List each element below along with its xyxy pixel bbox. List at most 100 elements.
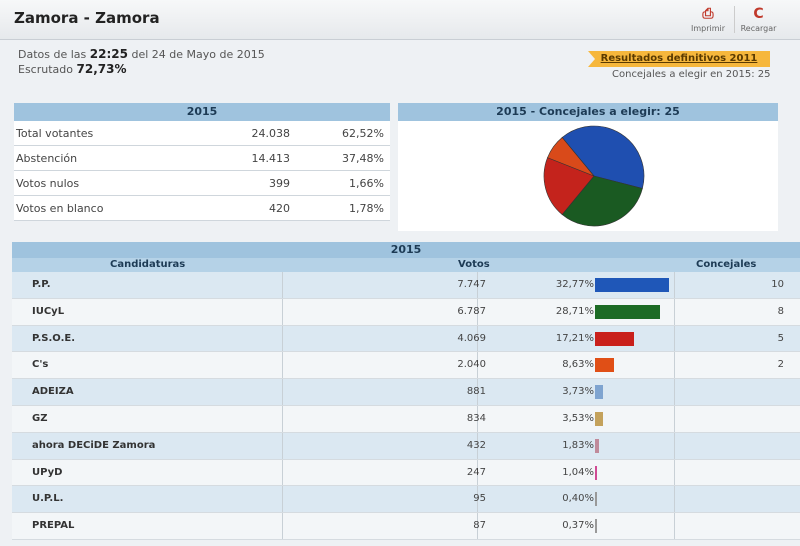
summary-label: Votos en blanco bbox=[16, 202, 104, 215]
datos-date: del 24 de Mayo de 2015 bbox=[131, 48, 265, 61]
column-divider bbox=[282, 486, 283, 513]
column-divider bbox=[477, 325, 478, 352]
party-pct: 28,71% bbox=[555, 305, 594, 317]
party-name: GZ bbox=[32, 412, 48, 424]
concejales-a-elegir: Concejales a elegir en 2015: 25 bbox=[612, 69, 771, 80]
summary-label: Total votantes bbox=[16, 127, 94, 140]
party-votes: 881 bbox=[466, 386, 486, 398]
party-pct: 8,63% bbox=[562, 359, 594, 371]
column-divider bbox=[674, 405, 675, 432]
page-title: Zamora - Zamora bbox=[14, 9, 160, 27]
escrutado-label: Escrutado bbox=[18, 63, 73, 76]
party-votes: 87 bbox=[473, 520, 486, 532]
results-title: 2015 bbox=[12, 242, 800, 258]
summary-label: Abstención bbox=[16, 152, 78, 165]
summary-row: Votos en blanco 420 1,78% bbox=[14, 196, 390, 221]
column-divider bbox=[477, 352, 478, 379]
col-candidaturas: Candidaturas bbox=[110, 259, 186, 270]
column-divider bbox=[674, 432, 675, 459]
results-header: Candidaturas Votos Concejales bbox=[12, 258, 800, 272]
column-divider bbox=[282, 325, 283, 352]
party-pct: 32,77% bbox=[555, 279, 594, 290]
summary-row: Abstención 14.413 37,48% bbox=[14, 146, 390, 171]
column-divider bbox=[477, 379, 478, 405]
party-name: IUCyL bbox=[32, 305, 65, 317]
column-divider bbox=[674, 486, 675, 513]
party-votes: 4.069 bbox=[457, 332, 486, 344]
summary-value: 420 bbox=[269, 202, 290, 215]
table-row: P.P. 7.747 32,77% 10 bbox=[12, 272, 800, 299]
party-vote-bar bbox=[595, 385, 603, 400]
table-row: U.P.L. 95 0,40% bbox=[12, 486, 800, 514]
party-votes: 95 bbox=[473, 493, 486, 505]
table-row: C's 2.040 8,63% 2 bbox=[12, 352, 800, 380]
pie-chart-panel bbox=[398, 121, 778, 231]
party-vote-bar bbox=[595, 438, 599, 453]
reload-label: Recargar bbox=[740, 24, 777, 33]
page-header: Zamora - Zamora ⎙ Imprimir C Recargar bbox=[0, 0, 800, 40]
party-pct: 3,53% bbox=[562, 412, 594, 424]
escrutado-value: 72,73% bbox=[76, 62, 127, 76]
pie-slice-c-s bbox=[547, 137, 595, 177]
table-row: ADEIZA 881 3,73% bbox=[12, 379, 800, 406]
party-name: ahora DECiDE Zamora bbox=[32, 439, 156, 451]
results-rows: P.P. 7.747 32,77% 10 IUCyL 6.787 28,71% 8 P.S.O.… bbox=[12, 272, 800, 540]
column-divider bbox=[674, 513, 675, 539]
party-vote-bar bbox=[595, 278, 669, 292]
results-2011-link[interactable]: Resultados definitivos 2011 bbox=[588, 51, 770, 67]
table-row: UPyD 247 1,04% bbox=[12, 459, 800, 487]
column-divider bbox=[674, 325, 675, 352]
summary-value: 24.038 bbox=[251, 127, 291, 140]
party-name: P.P. bbox=[32, 279, 51, 290]
column-divider bbox=[477, 513, 478, 539]
reload-icon: C bbox=[753, 6, 764, 22]
party-concejales: 10 bbox=[771, 279, 784, 290]
summary-pct: 62,52% bbox=[342, 127, 384, 140]
printer-icon: ⎙ bbox=[702, 6, 714, 22]
column-divider bbox=[477, 432, 478, 459]
table-row: P.S.O.E. 4.069 17,21% 5 bbox=[12, 325, 800, 353]
pie-slice-iucyl bbox=[561, 175, 643, 227]
summary-pct: 37,48% bbox=[342, 152, 384, 165]
party-vote-bar bbox=[595, 304, 660, 319]
party-name: C's bbox=[32, 359, 49, 371]
col-concejales: Concejales bbox=[696, 259, 757, 270]
party-concejales: 5 bbox=[777, 332, 784, 344]
table-row: IUCyL 6.787 28,71% 8 bbox=[12, 298, 800, 326]
column-divider bbox=[282, 298, 283, 325]
column-divider bbox=[282, 459, 283, 486]
summary-pct: 1,78% bbox=[349, 202, 384, 215]
party-vote-bar bbox=[595, 358, 614, 373]
summary-row: Total votantes 24.038 62,52% bbox=[14, 121, 390, 146]
party-pct: 1,04% bbox=[562, 466, 594, 478]
summary-pct: 1,66% bbox=[349, 177, 384, 190]
concejales-pie-chart bbox=[543, 125, 645, 227]
column-divider bbox=[477, 459, 478, 486]
column-divider bbox=[674, 272, 675, 298]
pie-slice-p-p bbox=[561, 125, 645, 189]
escrutado-line: Escrutado 72,73% bbox=[18, 62, 265, 77]
summary-label: Votos nulos bbox=[16, 177, 80, 190]
party-pct: 1,83% bbox=[562, 439, 594, 451]
party-name: P.S.O.E. bbox=[32, 332, 76, 344]
party-votes: 834 bbox=[466, 412, 486, 424]
column-divider bbox=[674, 459, 675, 486]
print-button[interactable]: ⎙ Imprimir bbox=[684, 6, 732, 33]
party-concejales: 8 bbox=[777, 305, 784, 317]
party-pct: 17,21% bbox=[555, 332, 594, 344]
print-label: Imprimir bbox=[690, 24, 726, 33]
party-vote-bar bbox=[595, 331, 634, 346]
datos-line: Datos de las 22:25 del 24 de Mayo de 201… bbox=[18, 47, 265, 62]
summary-title: 2015 bbox=[14, 103, 390, 121]
party-vote-bar bbox=[595, 465, 597, 480]
party-votes: 2.040 bbox=[457, 359, 486, 371]
party-name: U.P.L. bbox=[32, 493, 64, 505]
column-divider bbox=[674, 298, 675, 325]
reload-button[interactable]: C Recargar bbox=[734, 6, 782, 33]
column-divider bbox=[477, 486, 478, 513]
summary-value: 14.413 bbox=[251, 152, 291, 165]
datos-prefix: Datos de las bbox=[18, 48, 87, 61]
column-divider bbox=[282, 513, 283, 539]
col-votos: Votos bbox=[458, 259, 490, 270]
column-divider bbox=[477, 405, 478, 432]
